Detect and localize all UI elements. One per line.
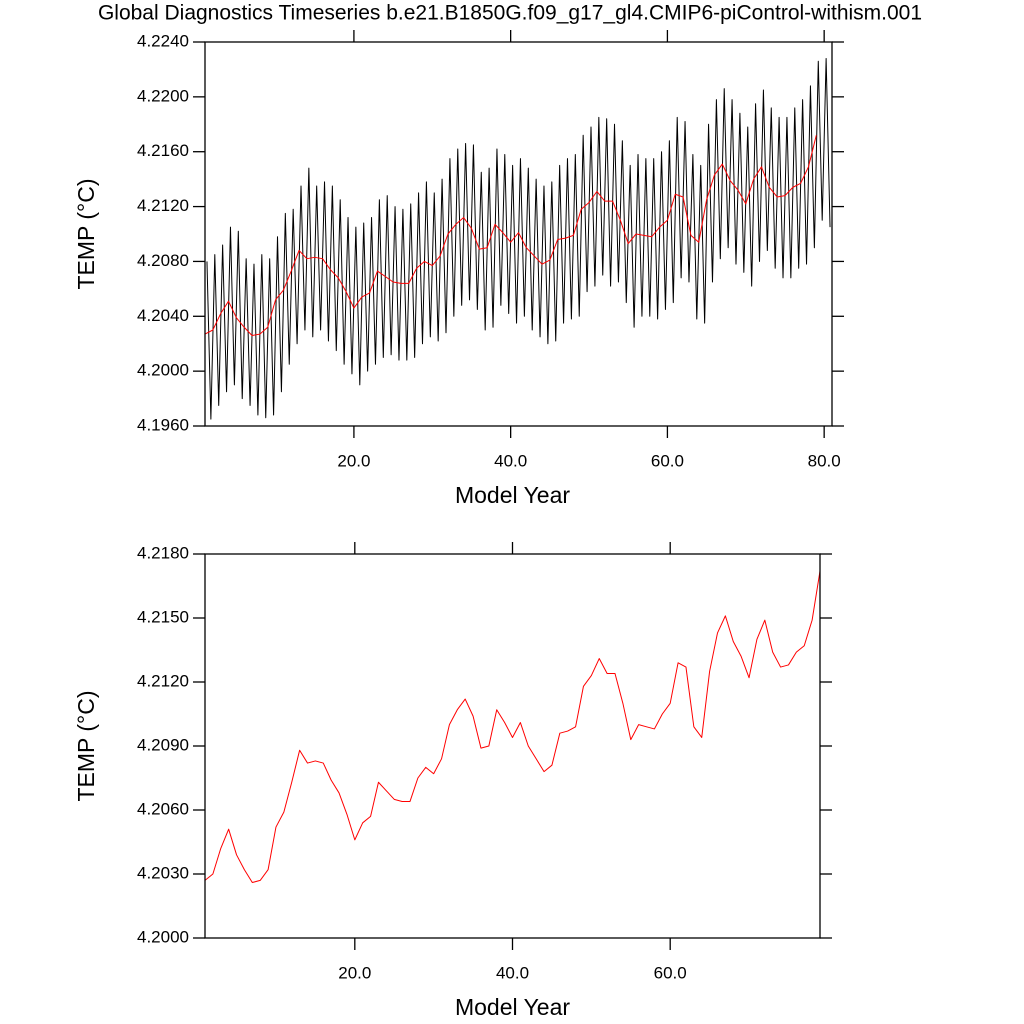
y-tick-label: 4.2150 (137, 607, 189, 626)
y-tick-label: 4.2060 (137, 799, 189, 818)
x-tick-label: 60.0 (654, 963, 687, 982)
y-axis-title: TEMP (°C) (73, 691, 99, 802)
y-tick-label: 4.2120 (137, 196, 189, 215)
x-tick-label: 80.0 (808, 451, 841, 470)
y-tick-label: 4.2090 (137, 735, 189, 754)
y-tick-label: 4.2040 (137, 306, 189, 325)
chart-title: Global Diagnostics Timeseries b.e21.B185… (98, 2, 922, 25)
y-tick-label: 4.2000 (137, 927, 189, 946)
y-tick-label: 4.2240 (137, 31, 189, 50)
data-line (206, 57, 831, 420)
y-tick-label: 4.2200 (137, 86, 189, 105)
y-tick-label: 4.2180 (137, 543, 189, 562)
y-tick-label: 4.2000 (137, 361, 189, 380)
y-tick-label: 4.1960 (137, 415, 189, 434)
x-tick-label: 60.0 (651, 451, 684, 470)
y-tick-label: 4.2160 (137, 141, 189, 160)
x-tick-label: 40.0 (496, 963, 529, 982)
data-line (204, 135, 817, 336)
y-tick-label: 4.2120 (137, 671, 189, 690)
x-tick-label: 20.0 (338, 963, 371, 982)
x-axis-title: Model Year (455, 482, 570, 508)
x-tick-label: 20.0 (337, 451, 370, 470)
y-tick-label: 4.2080 (137, 251, 189, 270)
x-tick-label: 40.0 (494, 451, 527, 470)
y-tick-label: 4.2030 (137, 863, 189, 882)
x-axis-title: Model Year (455, 994, 570, 1020)
data-line (204, 570, 821, 884)
plot-frame (204, 41, 833, 427)
y-axis-title: TEMP (°C) (73, 179, 99, 290)
